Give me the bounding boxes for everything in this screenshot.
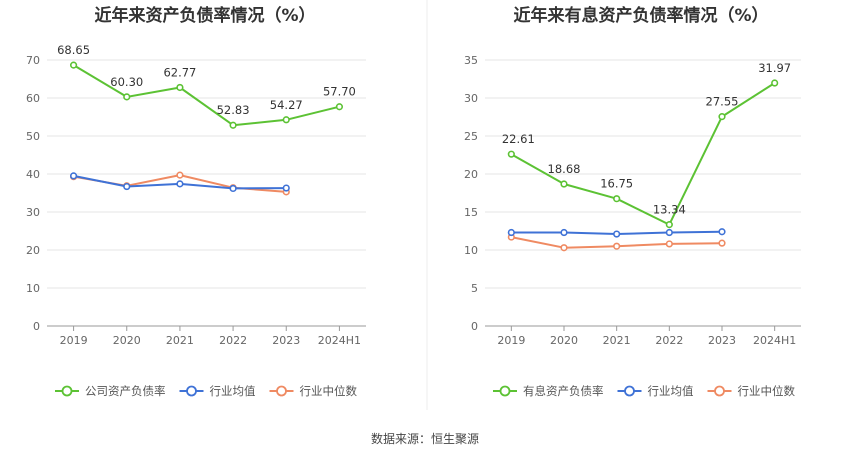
y-tick-label: 10 (26, 282, 40, 295)
legend-item: 行业中位数 (707, 384, 796, 398)
data-point (229, 184, 237, 193)
data-point (123, 182, 131, 191)
x-tick-label: 2024H1 (318, 334, 361, 347)
y-tick-label: 30 (464, 92, 478, 105)
y-tick-label: 70 (26, 54, 40, 67)
legend-item: 行业均值 (617, 384, 694, 398)
data-point (665, 228, 673, 237)
x-tick-label: 2023 (272, 334, 300, 347)
chart-2: 近年来有息资产负债率情况（%） 0 5 10 15 20 25 30 35 2019 2020 202… (464, 5, 801, 398)
data-point (123, 93, 131, 101)
data-label: 68.65 (57, 43, 90, 57)
x-tick-label: 2021 (166, 334, 194, 347)
data-point (771, 79, 779, 87)
data-point (69, 61, 78, 69)
y-tick-label: 20 (464, 168, 478, 181)
legend-item: 有息资产负债率 (493, 384, 604, 398)
data-point (560, 180, 568, 188)
data-label: 52.83 (217, 103, 250, 117)
legend-label: 行业均值 (648, 384, 694, 398)
y-tick-label: 5 (471, 282, 478, 295)
data-point (176, 83, 184, 92)
legend-item: 行业中位数 (269, 384, 358, 398)
data-label: 31.97 (758, 61, 791, 75)
data-point (665, 240, 673, 248)
x-tick-label: 2019 (497, 334, 525, 347)
legend-label: 有息资产负债率 (523, 384, 604, 398)
legend-swatch-marker (624, 385, 635, 397)
data-point (718, 239, 726, 247)
data-label: 13.34 (653, 203, 686, 217)
data-point (229, 121, 237, 129)
data-point (507, 228, 515, 237)
data-point (335, 103, 344, 111)
data-point (560, 228, 568, 237)
x-tick-label: 2022 (219, 334, 247, 347)
data-point (613, 230, 621, 238)
y-tick-label: 60 (26, 92, 40, 105)
legend-label: 公司资产负债率 (85, 384, 166, 398)
legend-label: 行业均值 (210, 384, 256, 398)
chart-title: 近年来有息资产负债率情况（%） (513, 5, 768, 26)
y-tick-label: 0 (471, 320, 478, 333)
data-label: 18.68 (548, 162, 581, 176)
data-point (718, 113, 726, 121)
data-label: 27.55 (706, 95, 739, 109)
y-tick-label: 35 (464, 54, 478, 67)
y-tick-label: 10 (464, 244, 478, 257)
y-tick-label: 20 (26, 244, 40, 257)
legend-swatch-marker (61, 385, 73, 397)
data-point (665, 221, 673, 229)
x-tick-label: 2023 (708, 334, 736, 347)
y-tick-label: 30 (26, 206, 40, 219)
x-tick-label: 2020 (550, 334, 578, 347)
y-tick-label: 0 (33, 320, 40, 333)
legend-label: 行业中位数 (300, 384, 358, 398)
series-line (73, 64, 340, 127)
legend-swatch-marker (276, 385, 287, 397)
data-label: 16.75 (600, 177, 633, 191)
data-point (613, 195, 621, 203)
data-label: 57.70 (323, 85, 356, 99)
legend-swatch-marker (499, 385, 511, 397)
legend-label: 行业中位数 (738, 384, 796, 398)
data-label: 54.27 (270, 98, 303, 112)
legend-item: 行业均值 (179, 384, 256, 398)
chart-title: 近年来资产负债率情况（%） (94, 5, 315, 26)
data-point (560, 244, 568, 252)
data-point (69, 172, 78, 180)
chart-1: 近年来资产负债率情况（%） 0 10 20 30 40 50 60 70 2019 2020 2021… (26, 5, 366, 398)
y-tick-label: 40 (26, 168, 40, 181)
data-source: 数据来源：恒生聚源 (371, 431, 479, 446)
x-tick-label: 2020 (113, 334, 141, 347)
data-point (507, 150, 515, 158)
y-tick-label: 50 (26, 130, 40, 143)
legend-swatch-marker (186, 385, 197, 397)
data-label: 60.30 (110, 75, 143, 89)
y-tick-label: 25 (464, 130, 478, 143)
data-point (176, 180, 184, 188)
legend-item: 公司资产负债率 (55, 384, 166, 398)
data-point (282, 184, 290, 192)
x-tick-label: 2019 (60, 334, 88, 347)
x-tick-label: 2024H1 (753, 334, 796, 347)
y-tick-label: 15 (464, 206, 478, 219)
data-point (282, 116, 290, 124)
series-line (510, 82, 776, 226)
data-label: 62.77 (163, 65, 196, 79)
data-label: 22.61 (502, 132, 535, 146)
data-point (613, 242, 621, 250)
x-tick-label: 2022 (655, 334, 683, 347)
data-point (718, 228, 726, 236)
legend-swatch-marker (714, 385, 725, 397)
x-tick-label: 2021 (603, 334, 631, 347)
data-point (176, 171, 184, 179)
